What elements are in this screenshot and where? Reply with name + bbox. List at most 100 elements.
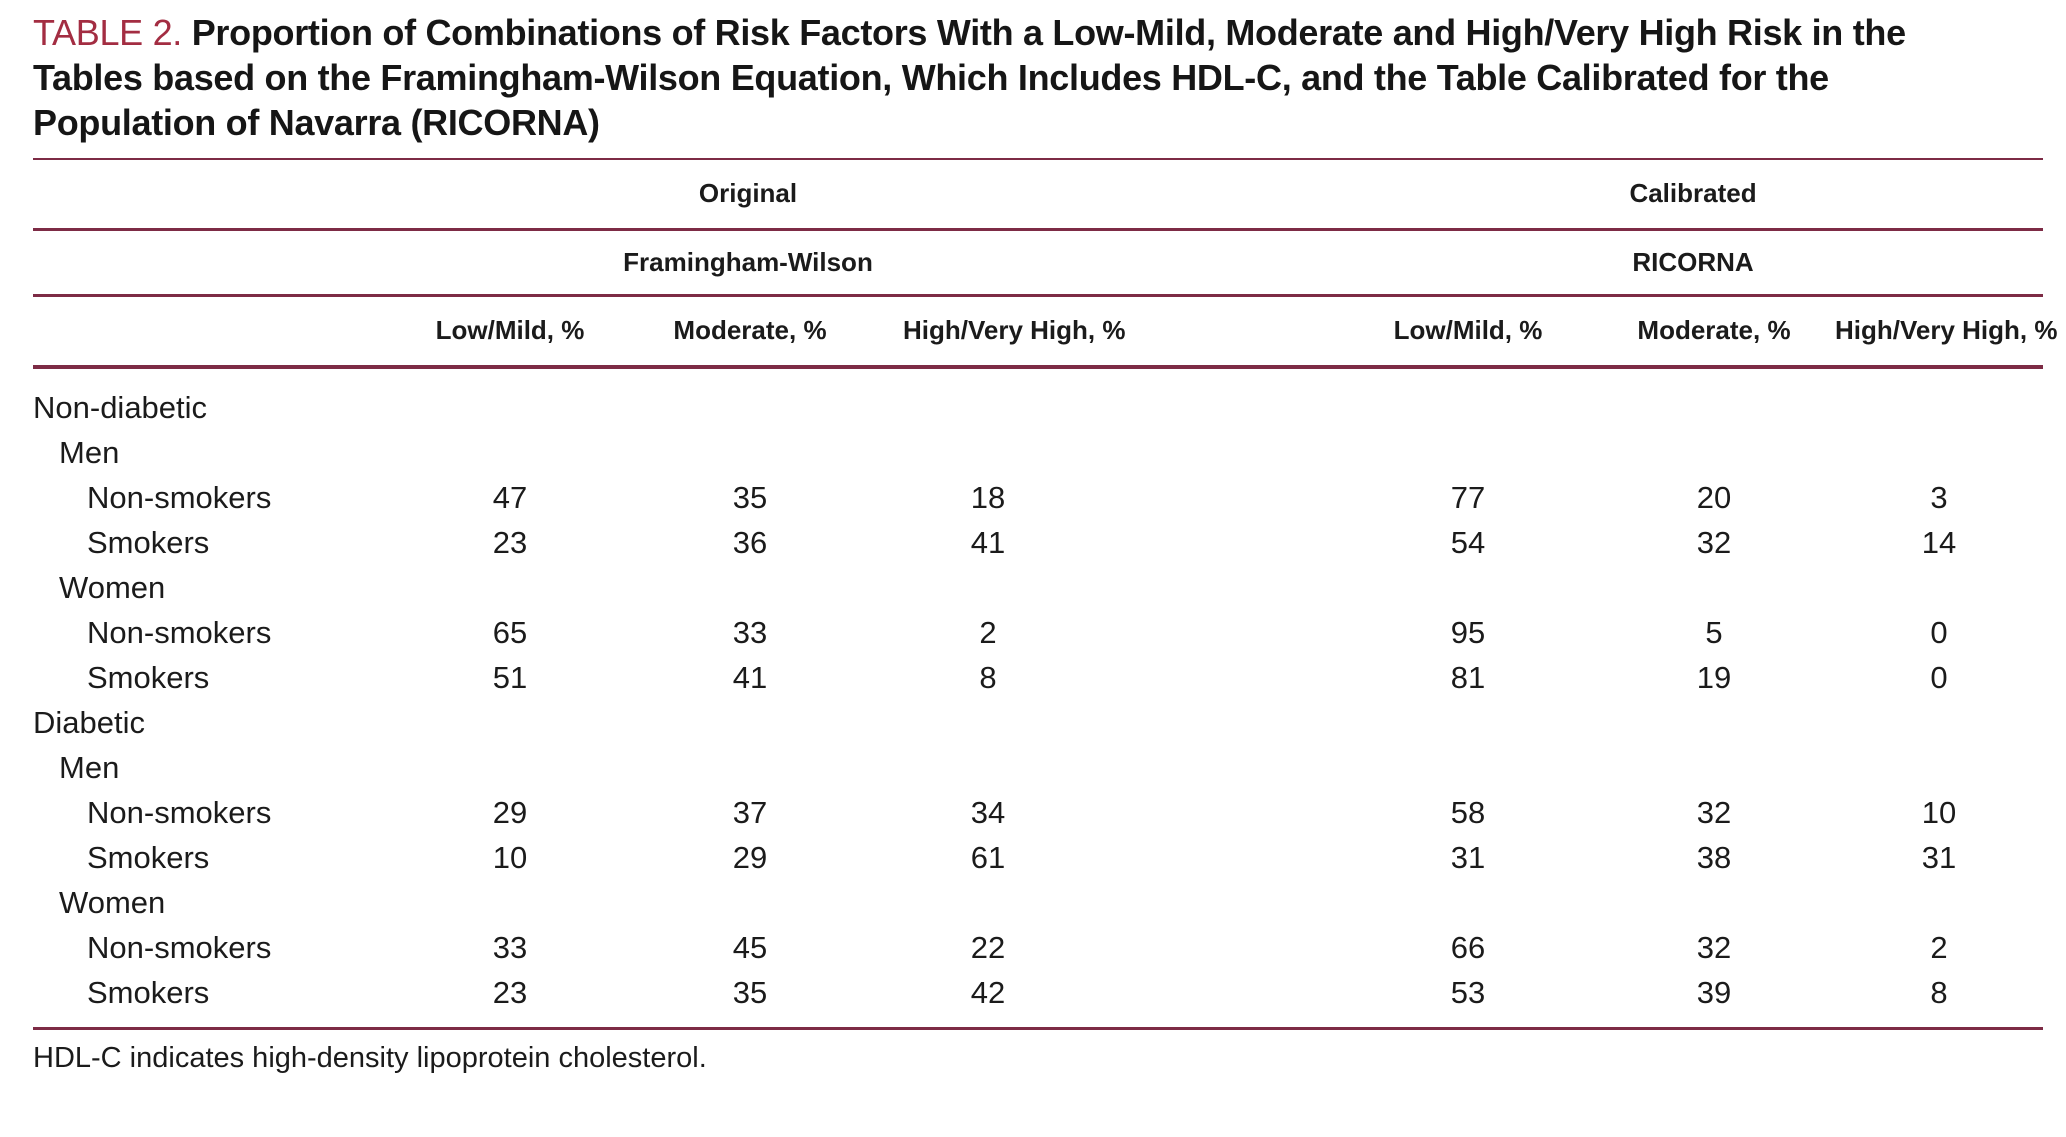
table-row: Smokers 23 36 41 54 32 14 [33,520,2043,565]
value-cell: 53 [1450,974,1486,1010]
value-cell [1835,700,2043,745]
value-cell [903,565,1073,610]
value-cell [903,700,1073,745]
row-label-cell: Men [59,434,120,470]
group-header-calibrated: Calibrated [1629,178,1757,209]
value-cell [597,430,903,475]
value-cell [423,367,597,430]
column-header-moderate-original: Moderate, % [673,315,827,346]
value-cell: 35 [732,974,768,1010]
table-row: Women [33,880,2043,925]
value-cell [423,565,597,610]
value-cell: 33 [492,929,528,965]
value-cell: 37 [732,794,768,830]
value-cell: 14 [1921,524,1957,560]
value-cell: 33 [732,614,768,650]
value-cell [1343,430,1593,475]
value-cell: 58 [1450,794,1486,830]
value-cell [597,700,903,745]
value-cell [597,745,903,790]
value-cell [903,745,1073,790]
empty-cell [33,295,423,367]
value-cell [1835,880,2043,925]
value-cell [423,430,597,475]
value-cell [903,880,1073,925]
value-cell [1593,700,1835,745]
value-cell [1593,880,1835,925]
table-row: Smokers 23 35 42 53 39 8 [33,970,2043,1029]
column-header-low-mild-calibrated: Low/Mild, % [1393,315,1543,346]
value-cell [1593,745,1835,790]
row-label-cell: Smokers [87,974,210,1010]
column-gap [1073,475,1343,520]
column-gap [1073,925,1343,970]
column-gap [1073,565,1343,610]
row-label-cell: Non-smokers [87,479,272,515]
value-cell [597,565,903,610]
group-header-row: Original Calibrated [33,159,2044,229]
value-cell: 35 [732,479,768,515]
table-row: Men [33,430,2043,475]
value-cell: 32 [1696,524,1732,560]
value-cell: 38 [1696,839,1732,875]
value-cell: 2 [1930,929,1948,965]
column-gap [1073,700,1343,745]
article-table-figure: TABLE 2. Proportion of Combinations of R… [33,10,2058,1074]
value-cell [1343,700,1593,745]
row-label-cell: Smokers [87,839,210,875]
column-header-low-mild-original: Low/Mild, % [435,315,585,346]
value-cell: 34 [970,794,1006,830]
column-gap [1073,610,1343,655]
column-gap [1073,367,1343,430]
value-cell [1593,430,1835,475]
column-gap [1073,159,1343,229]
value-cell: 0 [1930,659,1948,695]
column-header-row: Low/Mild, % Moderate, % High/Very High, … [33,295,2058,367]
row-label-cell: Non-smokers [87,929,272,965]
table-row: Smokers 10 29 61 31 38 31 [33,835,2043,880]
value-cell: 22 [970,929,1006,965]
value-cell [1835,367,2043,430]
table-title: TABLE 2. Proportion of Combinations of R… [33,10,2018,145]
table-row: Non-smokers 47 35 18 77 20 3 [33,475,2043,520]
table-row: Non-smokers 65 33 2 95 5 0 [33,610,2043,655]
table-row: Men [33,745,2043,790]
value-cell [1835,430,2043,475]
value-cell: 19 [1696,659,1732,695]
empty-cell [33,229,423,295]
value-cell: 41 [970,524,1006,560]
risk-proportion-table: Original Calibrated Framingham-Wilson RI… [33,158,2058,1030]
value-cell [1593,367,1835,430]
row-label-cell: Non-smokers [87,614,272,650]
value-cell [903,430,1073,475]
value-cell: 39 [1696,974,1732,1010]
value-cell: 65 [492,614,528,650]
row-label-cell: Smokers [87,659,210,695]
value-cell: 95 [1450,614,1486,650]
value-cell: 23 [492,974,528,1010]
value-cell: 36 [732,524,768,560]
value-cell [423,745,597,790]
row-label-cell: Non-diabetic [33,389,208,425]
value-cell [597,880,903,925]
column-gap [1073,229,1343,295]
column-gap [1073,655,1343,700]
row-label-cell: Women [59,569,166,605]
subgroup-header-ricorna: RICORNA [1632,246,1754,277]
value-cell [903,367,1073,430]
table-row: Diabetic [33,700,2043,745]
value-cell: 20 [1696,479,1732,515]
value-cell: 42 [970,974,1006,1010]
value-cell: 45 [732,929,768,965]
table-row: Smokers 51 41 8 81 19 0 [33,655,2043,700]
column-gap [1073,880,1343,925]
value-cell: 10 [1921,794,1957,830]
value-cell [1593,565,1835,610]
value-cell: 5 [1705,614,1723,650]
table-row: Non-diabetic [33,367,2043,430]
value-cell: 18 [970,479,1006,515]
value-cell: 8 [1930,974,1948,1010]
value-cell: 23 [492,524,528,560]
value-cell [1343,745,1593,790]
value-cell: 10 [492,839,528,875]
